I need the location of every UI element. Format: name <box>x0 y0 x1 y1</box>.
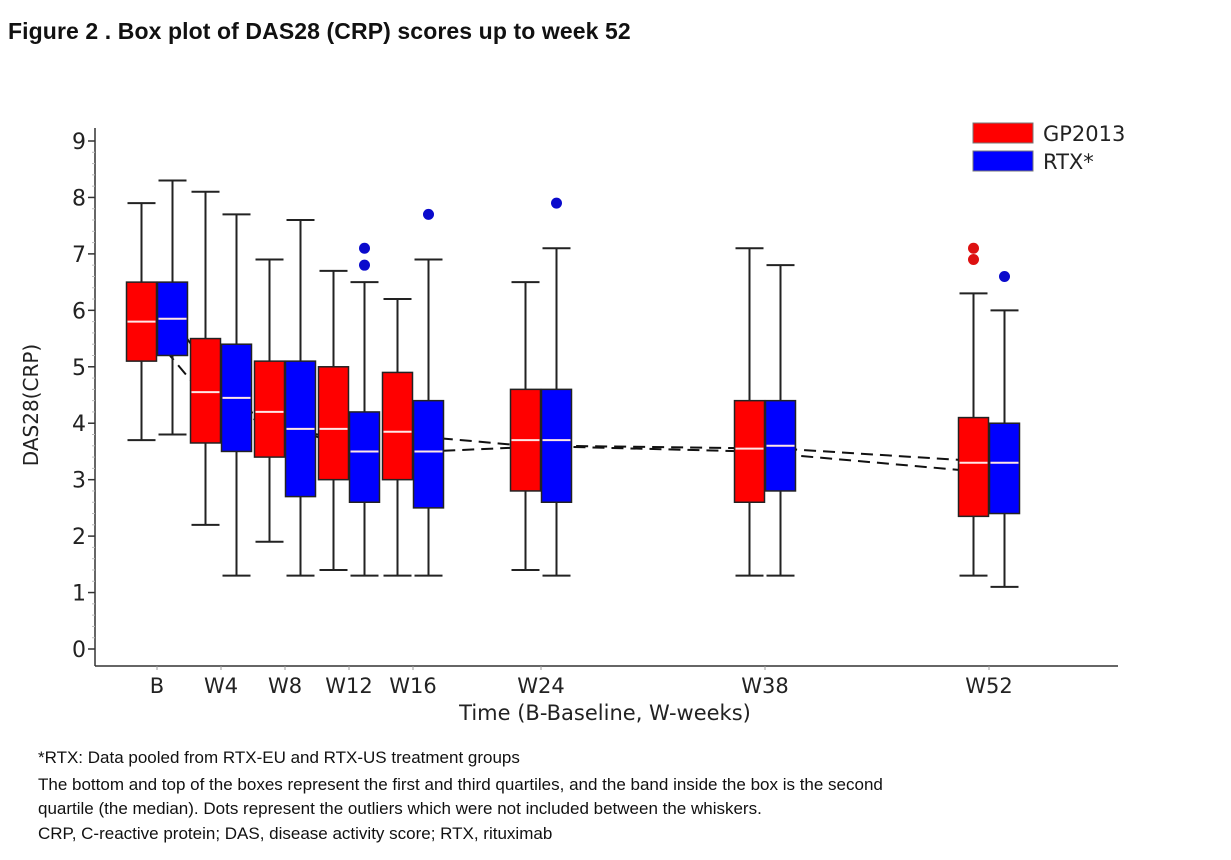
legend-label: RTX* <box>1043 150 1094 174</box>
y-axis-label: DAS28(CRP) <box>19 344 43 466</box>
outlier-point <box>359 259 370 271</box>
y-tick-label: 5 <box>72 356 86 381</box>
box-gp2013-w4 <box>189 190 222 526</box>
y-tick-label: 7 <box>72 243 86 268</box>
footnote-quartiles: The bottom and top of the boxes represen… <box>38 775 883 794</box>
box-gp2013-w8 <box>253 258 286 543</box>
iqr-box <box>540 388 573 503</box>
figure-title: Figure 2 . Box plot of DAS28 (CRP) score… <box>8 18 631 44</box>
iqr-box <box>317 366 350 481</box>
box-rtx-w52 <box>988 270 1021 588</box>
y-tick-label: 3 <box>72 469 86 494</box>
box-rtx-w38 <box>764 264 797 577</box>
x-tick-label: B <box>150 674 164 698</box>
y-tick-label: 8 <box>72 186 86 211</box>
iqr-box <box>189 337 222 444</box>
footnote-abbreviations: CRP, C-reactive protein; DAS, disease ac… <box>38 824 553 843</box>
x-tick-label: W52 <box>965 674 1013 698</box>
footnote-median: quartile (the median). Dots represent th… <box>38 799 762 818</box>
box-rtx-w24 <box>540 197 573 577</box>
y-tick-label: 1 <box>72 582 86 607</box>
x-tick-label: W12 <box>325 674 373 698</box>
iqr-box <box>412 399 445 509</box>
box-rtx-w12 <box>348 242 381 577</box>
box-gp2013-w52 <box>957 242 990 577</box>
y-tick-label: 2 <box>72 525 86 550</box>
box-rtx-w8 <box>284 219 317 577</box>
outlier-point <box>968 242 979 254</box>
x-tick-label: W16 <box>389 674 437 698</box>
x-axis-label: Time (B-Baseline, W-weeks) <box>458 701 751 725</box>
y-tick-label: 9 <box>72 130 86 155</box>
legend: GP2013 RTX* <box>972 122 1125 174</box>
box-rtx-w16 <box>412 208 445 577</box>
iqr-box <box>988 422 1021 515</box>
y-tick-label: 6 <box>72 299 86 324</box>
outlier-point <box>551 197 562 209</box>
box-plot-chart: 0 1 2 3 4 5 6 7 8 9 B W4 W8 W12 W16 W24 W38 W52 GP2013 RTX… <box>19 122 1125 725</box>
x-tick-label: W4 <box>204 674 238 698</box>
x-tick-label: W8 <box>268 674 302 698</box>
boxes <box>125 179 1021 588</box>
outlier-point <box>999 270 1010 282</box>
y-tick-label: 4 <box>72 412 86 437</box>
box-rtx-b <box>156 179 189 436</box>
box-rtx-w4 <box>220 213 253 577</box>
axes: 0 1 2 3 4 5 6 7 8 9 B W4 W8 W12 W16 W24 W38 W52 <box>72 128 1118 698</box>
legend-label: GP2013 <box>1043 122 1125 146</box>
box-gp2013-b <box>125 202 158 442</box>
footnote-rtx: *RTX: Data pooled from RTX-EU and RTX-US… <box>38 748 520 767</box>
legend-swatch <box>972 150 1034 172</box>
box-gp2013-w16 <box>381 298 414 577</box>
iqr-box <box>348 411 381 503</box>
iqr-box <box>253 360 286 458</box>
iqr-box <box>957 416 990 518</box>
legend-swatch <box>972 122 1034 144</box>
box-gp2013-w38 <box>733 247 766 577</box>
y-tick-label: 0 <box>72 638 86 663</box>
outlier-point <box>968 254 979 266</box>
x-tick-label: W38 <box>741 674 789 698</box>
outlier-point <box>359 242 370 254</box>
iqr-box <box>733 399 766 503</box>
box-gp2013-w12 <box>317 269 350 571</box>
box-gp2013-w24 <box>509 281 542 571</box>
x-tick-label: W24 <box>517 674 565 698</box>
iqr-box <box>381 371 414 481</box>
outlier-point <box>423 208 434 220</box>
